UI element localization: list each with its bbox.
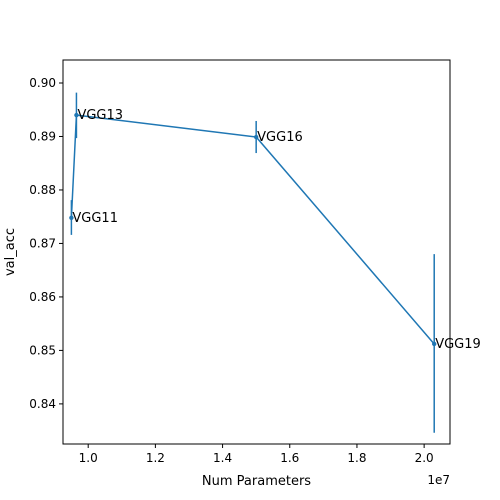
data-point bbox=[432, 341, 437, 347]
y-tick-label: 0.84 bbox=[29, 397, 56, 411]
point-label: VGG16 bbox=[257, 130, 303, 145]
x-tick-label: 2.0 bbox=[415, 451, 434, 465]
y-tick-label: 0.88 bbox=[29, 183, 56, 197]
point-label: VGG11 bbox=[72, 211, 118, 226]
x-tick-label: 1.0 bbox=[79, 451, 98, 465]
x-axis-offset-label: 1e7 bbox=[427, 473, 450, 487]
series-line bbox=[70, 114, 435, 345]
y-tick-label: 0.89 bbox=[29, 129, 56, 143]
point-label: VGG13 bbox=[77, 108, 123, 123]
plot-marks: VGG11 VGG13 VGG16 VGG19 bbox=[69, 92, 481, 433]
data-point bbox=[74, 112, 79, 118]
x-tick-label: 1.2 bbox=[146, 451, 165, 465]
point-label: VGG19 bbox=[435, 337, 481, 352]
axes-frame bbox=[62, 59, 451, 445]
x-axis-ticks: 1.0 1.2 1.4 1.6 1.8 2.0 bbox=[79, 444, 434, 465]
x-tick-label: 1.6 bbox=[280, 451, 299, 465]
y-axis-ticks: 0.84 0.85 0.86 0.87 0.88 0.89 0.90 bbox=[29, 76, 63, 411]
x-tick-label: 1.8 bbox=[347, 451, 366, 465]
data-point bbox=[253, 134, 259, 140]
x-tick-label: 1.4 bbox=[213, 451, 232, 465]
x-axis-label: Num Parameters bbox=[202, 474, 311, 489]
y-tick-label: 0.87 bbox=[29, 236, 56, 250]
y-axis-label: val_acc bbox=[3, 228, 18, 276]
y-tick-label: 0.85 bbox=[29, 343, 56, 357]
data-point bbox=[69, 215, 74, 220]
y-tick-label: 0.86 bbox=[29, 290, 56, 304]
y-tick-label: 0.90 bbox=[29, 76, 56, 90]
